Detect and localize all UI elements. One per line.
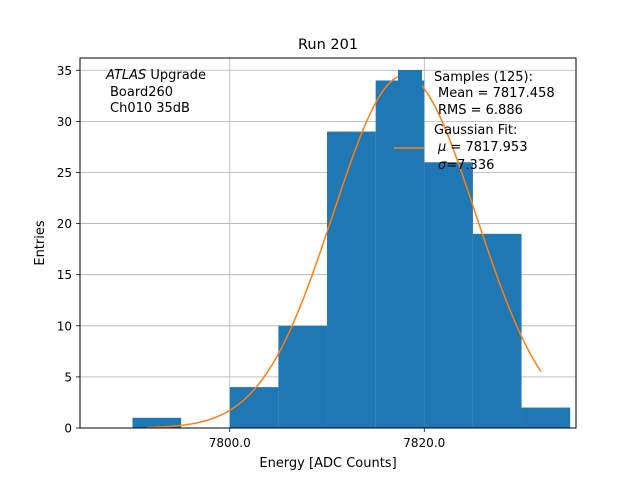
histogram-bar-4 xyxy=(327,131,376,428)
y-tick-label-0: 0 xyxy=(64,422,72,436)
y-tick-label-2: 10 xyxy=(57,319,72,333)
histogram-bar-6 xyxy=(424,162,473,428)
y-tick-label-7: 35 xyxy=(57,64,72,78)
y-axis-label: Entries xyxy=(33,220,48,266)
plot-frame xyxy=(79,57,577,429)
legend-fit-sigma-symbol: σ xyxy=(438,158,447,173)
annotation-experiment-suffix: Upgrade xyxy=(146,68,206,83)
legend-fit-sigma-value: =7.336 xyxy=(446,158,494,173)
y-tick-label-5: 25 xyxy=(57,166,72,180)
legend: Samples (125): Mean = 7817.458 RMS = 6.8… xyxy=(394,70,555,173)
annotation-experiment: ATLAS xyxy=(105,68,146,83)
legend-fit-header: Gaussian Fit: xyxy=(434,123,517,138)
histogram-bar-2 xyxy=(229,387,279,428)
histogram-bar-7 xyxy=(472,233,522,428)
annotation-board: Board260 xyxy=(110,85,173,100)
y-axis-ticks: 0 5 10 15 20 25 30 35 xyxy=(57,64,80,436)
legend-samples-header: Samples (125): xyxy=(434,70,533,85)
legend-samples-swatch xyxy=(398,70,422,97)
y-tick-label-4: 20 xyxy=(57,217,72,231)
x-tick-label-0: 7800.0 xyxy=(209,436,251,450)
annotation-channel: Ch010 35dB xyxy=(110,101,190,116)
y-tick-label-6: 30 xyxy=(57,115,72,129)
x-axis-ticks: 7800.0 7820.0 xyxy=(209,428,445,450)
annotation-experiment-line: ATLAS Upgrade xyxy=(105,68,206,83)
run-annotation: ATLAS Upgrade Board260 Ch010 35dB xyxy=(105,68,206,116)
legend-fit-mu: μ = 7817.953 xyxy=(437,140,527,155)
y-tick-label-1: 5 xyxy=(64,370,72,384)
histogram-bar-3 xyxy=(278,325,328,428)
x-axis-label: Energy [ADC Counts] xyxy=(259,456,396,471)
histogram-bars xyxy=(132,80,571,428)
legend-samples-rms: RMS = 6.886 xyxy=(438,103,523,118)
legend-fit-mu-symbol: μ xyxy=(437,140,446,155)
histogram-bar-8 xyxy=(521,407,571,428)
histogram-bar-0 xyxy=(132,417,182,428)
legend-fit-sigma: σ=7.336 xyxy=(438,158,494,173)
x-tick-label-1: 7820.0 xyxy=(403,436,445,450)
legend-samples-mean: Mean = 7817.458 xyxy=(438,86,555,101)
gaussian-fit-layer xyxy=(147,74,542,429)
gaussian-fit-curve xyxy=(147,74,542,429)
legend-fit-mu-value: = 7817.953 xyxy=(446,140,527,155)
chart-title: Run 201 xyxy=(298,37,358,53)
histogram-bar-5 xyxy=(375,80,425,428)
y-tick-label-3: 15 xyxy=(57,268,72,282)
